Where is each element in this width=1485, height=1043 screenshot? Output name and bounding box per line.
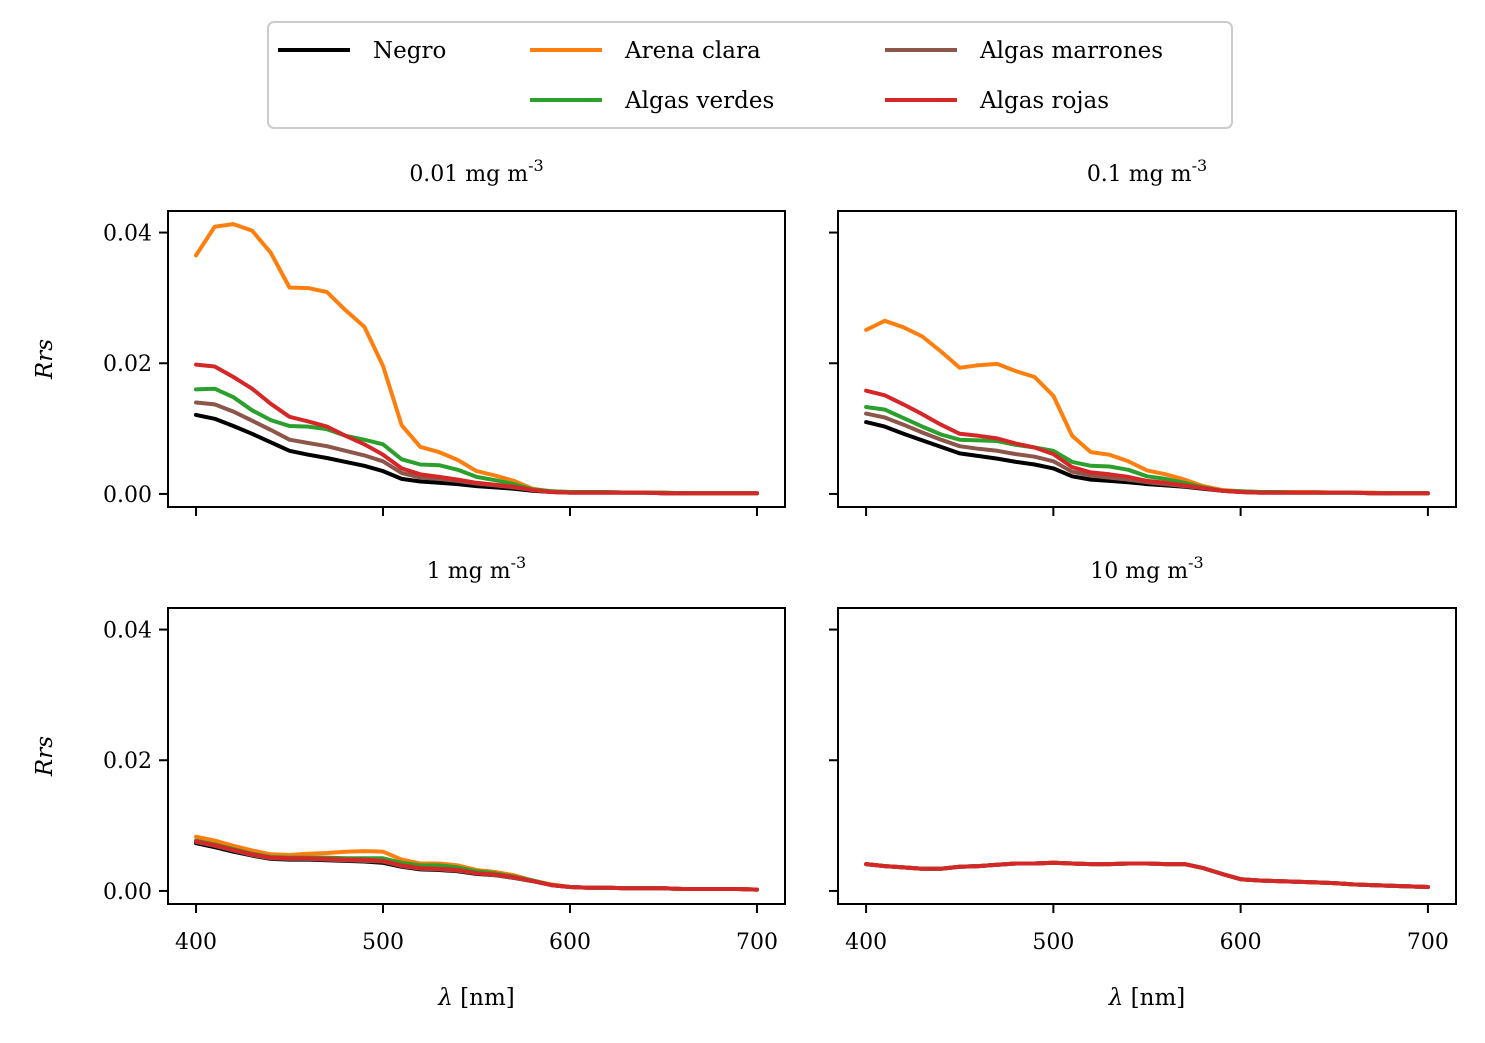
x-axis-unit: [nm] — [453, 985, 515, 1011]
panel-title-exponent: -3 — [511, 553, 527, 572]
series-group — [864, 318, 1430, 496]
x-tick-label: 700 — [1407, 930, 1449, 955]
series-line-arena-clara — [864, 318, 1430, 496]
panel-3: 1 mg m-3 400 500 600 700 0.00 0.02 0.04 Rrs λ [nm… — [32, 553, 786, 1011]
x-axis-label: λ [nm] — [1108, 985, 1185, 1011]
x-tick-label: 600 — [1220, 930, 1262, 955]
panel-title: 0.01 mg m-3 — [409, 156, 543, 187]
y-axis-label: Rrs — [32, 339, 58, 380]
panel-title-exponent: -3 — [528, 156, 544, 175]
series-group — [194, 834, 759, 892]
legend-item-algas-verdes: Algas verdes — [530, 88, 774, 114]
panel-title: 1 mg m-3 — [427, 553, 526, 584]
x-axis-label: λ [nm] — [437, 985, 514, 1011]
x-axis-symbol: λ — [437, 985, 453, 1011]
series-group — [194, 222, 759, 496]
series-line-algas-verdes — [194, 838, 759, 892]
series-line-algas-rojas — [864, 860, 1430, 889]
axes-frame — [167, 210, 786, 508]
x-tick-label: 500 — [362, 930, 404, 955]
series-line-algas-marrones — [194, 839, 759, 892]
panel-title: 10 mg m-3 — [1090, 553, 1203, 584]
x-tick-label: 700 — [736, 930, 778, 955]
y-tick-label: 0.02 — [103, 749, 152, 774]
series-line-algas-rojas — [194, 839, 759, 892]
legend-label: Algas marrones — [979, 38, 1163, 64]
panel-title-exponent: -3 — [1188, 553, 1204, 572]
legend-frame — [267, 21, 1233, 129]
panel-title-main: 1 mg m — [427, 559, 511, 584]
x-tick-label: 400 — [175, 930, 217, 955]
x-tick-label: 600 — [549, 930, 591, 955]
legend-item-algas-rojas: Algas rojas — [885, 88, 1109, 114]
legend-label: Arena clara — [624, 38, 761, 64]
legend-item-negro: Negro — [278, 38, 446, 64]
x-axis-symbol: λ — [1108, 985, 1124, 1011]
panel-title: 0.1 mg m-3 — [1087, 156, 1207, 187]
axes-frame — [837, 607, 1457, 905]
series-line-negro — [194, 841, 759, 892]
panel-title-main: 0.01 mg m — [409, 162, 528, 187]
series-line-algas-verdes — [194, 386, 759, 496]
panel-1: 0.01 mg m-3 0.00 0.02 0.04 Rrs — [32, 156, 786, 516]
legend-label: Algas verdes — [624, 88, 774, 114]
panel-title-main: 0.1 mg m — [1087, 162, 1192, 187]
y-tick-label: 0.04 — [103, 222, 152, 247]
panel-4: 10 mg m-3 400 500 600 700 λ [nm] — [829, 553, 1457, 1011]
y-tick-label: 0.00 — [103, 880, 152, 905]
legend: Negro Arena clara Algas marrones Algas verd… — [267, 21, 1233, 129]
y-tick-label: 0.00 — [103, 483, 152, 508]
panel-title-exponent: -3 — [1192, 156, 1208, 175]
series-group — [864, 860, 1430, 889]
legend-label: Algas rojas — [979, 88, 1109, 114]
legend-item-algas-marrones: Algas marrones — [885, 38, 1163, 64]
y-axis-label: Rrs — [32, 736, 58, 777]
series-line-arena-clara — [194, 222, 759, 496]
axes-frame — [837, 210, 1457, 508]
panel-2: 0.1 mg m-3 — [829, 156, 1457, 516]
x-tick-label: 500 — [1032, 930, 1074, 955]
legend-label: Negro — [373, 38, 446, 64]
series-line-algas-rojas — [864, 388, 1430, 496]
y-tick-label: 0.04 — [103, 619, 152, 644]
legend-item-arena-clara: Arena clara — [530, 38, 761, 64]
y-tick-label: 0.02 — [103, 352, 152, 377]
series-line-arena-clara — [194, 834, 759, 892]
x-tick-label: 400 — [845, 930, 887, 955]
x-axis-unit: [nm] — [1123, 985, 1185, 1011]
axes-frame — [167, 607, 786, 905]
panel-title-main: 10 mg m — [1090, 559, 1188, 584]
series-line-algas-rojas — [194, 362, 759, 496]
